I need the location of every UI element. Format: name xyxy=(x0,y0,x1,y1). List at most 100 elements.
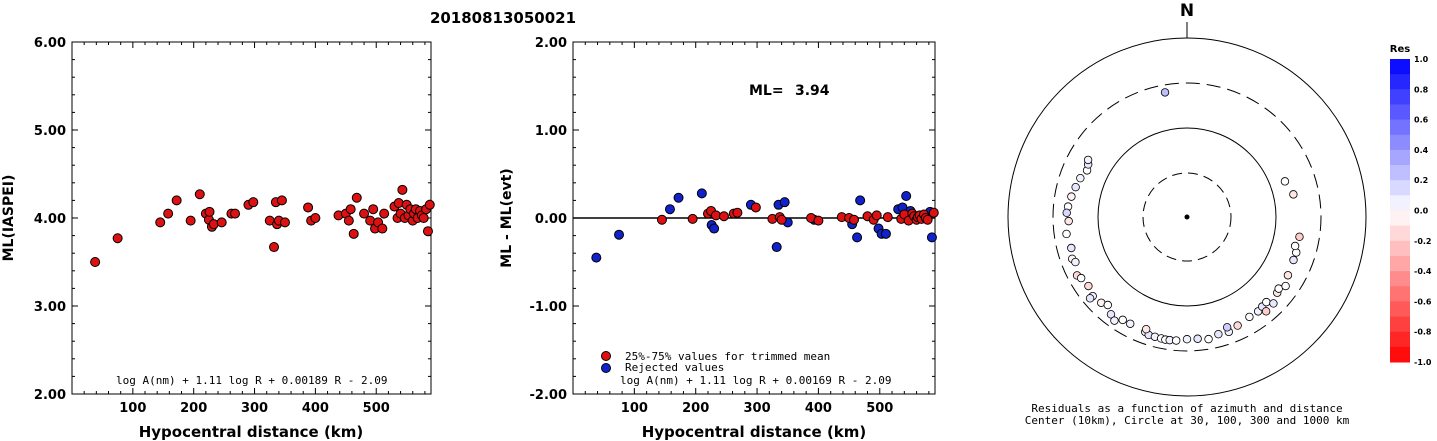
station-point xyxy=(1280,177,1290,186)
magnitude-point xyxy=(90,257,101,267)
legend-marker-trimmed xyxy=(601,351,611,361)
rejected-point xyxy=(880,228,891,239)
rejected-point xyxy=(771,242,782,253)
magnitude-point xyxy=(422,226,433,237)
station-point xyxy=(1110,316,1119,325)
station-point xyxy=(1281,281,1290,291)
figure-title: 20180813050021 xyxy=(430,9,576,27)
magnitude-point xyxy=(303,202,314,213)
station-point xyxy=(1103,300,1112,310)
station-point xyxy=(1062,229,1071,239)
magnitude-point xyxy=(204,206,215,217)
colorbar-cell xyxy=(1390,316,1410,333)
station-point xyxy=(1106,310,1116,319)
trimmed-point xyxy=(813,215,824,226)
trimmed-point xyxy=(849,214,860,225)
colorbar-cell xyxy=(1390,59,1410,75)
magnitude-point xyxy=(155,217,166,228)
station-point xyxy=(1204,334,1213,344)
trimmed-point xyxy=(922,214,933,225)
trimmed-point xyxy=(928,207,939,218)
trimmed-point xyxy=(871,210,882,221)
x-tick-label: 300 xyxy=(241,401,268,416)
y-tick-label: 2.00 xyxy=(535,36,567,51)
magnitude-point xyxy=(345,204,356,215)
station-point xyxy=(1141,324,1151,334)
x-axis-label: Hypocentral distance (km) xyxy=(642,423,867,441)
magnitude-point xyxy=(397,184,408,195)
station-point xyxy=(1076,173,1085,183)
data-points xyxy=(591,188,939,263)
station-residual-points xyxy=(1062,88,1304,345)
rejected-point xyxy=(779,197,790,208)
ring-30km xyxy=(1142,172,1232,262)
x-tick-label: 300 xyxy=(743,401,770,416)
colorbar-cell xyxy=(1390,149,1410,166)
x-tick-label: 100 xyxy=(621,401,648,416)
trimmed-point xyxy=(656,214,667,225)
colorbar-cell xyxy=(1390,331,1410,348)
north-label: N xyxy=(1180,1,1194,21)
caption-line-2: Center (10km), Circle at 30, 100, 300 an… xyxy=(1025,414,1350,427)
rejected-point xyxy=(614,229,625,240)
colorbar-cell xyxy=(1390,225,1410,242)
colorbar-cell xyxy=(1390,255,1410,272)
station-point xyxy=(1085,294,1095,303)
legend-label-rejected: Rejected values xyxy=(625,361,724,374)
x-tick-label: 100 xyxy=(119,401,146,416)
rejected-point xyxy=(591,252,602,263)
trimmed-point xyxy=(776,214,787,225)
magnitude-point xyxy=(368,204,379,215)
station-point xyxy=(1062,208,1071,217)
caption-line-1: Residuals as a function of azimuth and d… xyxy=(1031,402,1342,415)
magnitude-point xyxy=(424,199,435,210)
colorbar-cell xyxy=(1390,240,1410,257)
station-point xyxy=(1067,243,1076,253)
colorbar-cell xyxy=(1390,195,1410,211)
y-tick-label: 5.00 xyxy=(34,124,66,139)
rejected-point xyxy=(664,204,675,215)
colorbar-tick-label: -0.8 xyxy=(1414,328,1432,337)
rejected-point xyxy=(709,223,720,234)
colorbar-title: Res xyxy=(1390,44,1410,55)
colorbar-tick-label: -0.6 xyxy=(1414,297,1432,306)
station-point xyxy=(1214,329,1223,339)
station-point xyxy=(1182,335,1192,344)
colorbar-cell xyxy=(1390,286,1410,302)
magnitude-point xyxy=(418,213,429,223)
station-point xyxy=(1084,281,1093,291)
data-points xyxy=(90,184,435,267)
station-point xyxy=(1289,190,1298,199)
y-axis-label: ML(IASPEI) xyxy=(1,175,17,262)
colorbar-cells xyxy=(1390,59,1410,363)
colorbar-cell xyxy=(1390,301,1410,318)
station-point xyxy=(1295,232,1304,242)
station-point xyxy=(1261,307,1271,316)
ring-300km xyxy=(1052,82,1322,352)
station-point xyxy=(1160,88,1170,97)
station-point xyxy=(1283,271,1293,280)
magnitude-point xyxy=(230,208,241,219)
magnitude-point xyxy=(359,208,370,219)
y-axis-label: ML - ML(evt) xyxy=(499,168,515,267)
y-tick-label: 1.00 xyxy=(535,124,567,139)
colorbar-cell xyxy=(1390,134,1410,151)
magnitude-point xyxy=(348,228,359,239)
rejected-point xyxy=(696,188,707,199)
colorbar-cell xyxy=(1390,210,1410,227)
x-tick-label: 200 xyxy=(682,401,709,416)
magnitude-point xyxy=(276,195,287,206)
x-tick-label: 500 xyxy=(363,401,390,416)
magnitude-point xyxy=(269,242,280,253)
magnitude-point xyxy=(279,217,290,228)
y-tick-label: -1.00 xyxy=(530,300,567,315)
axis-ticks: 100 200 300 400 500 2.00 3.00 4.00 5.00 6.00 xyxy=(34,36,431,416)
station-point xyxy=(1064,216,1073,226)
azimuth-residual-panel: N Residuals as a function of azimuth and… xyxy=(1007,1,1367,427)
x-tick-label: 400 xyxy=(805,401,832,416)
epicenter-marker xyxy=(1184,214,1190,220)
magnitude-point xyxy=(343,215,354,226)
colorbar-cell xyxy=(1390,89,1410,105)
trimmed-point xyxy=(732,207,743,218)
